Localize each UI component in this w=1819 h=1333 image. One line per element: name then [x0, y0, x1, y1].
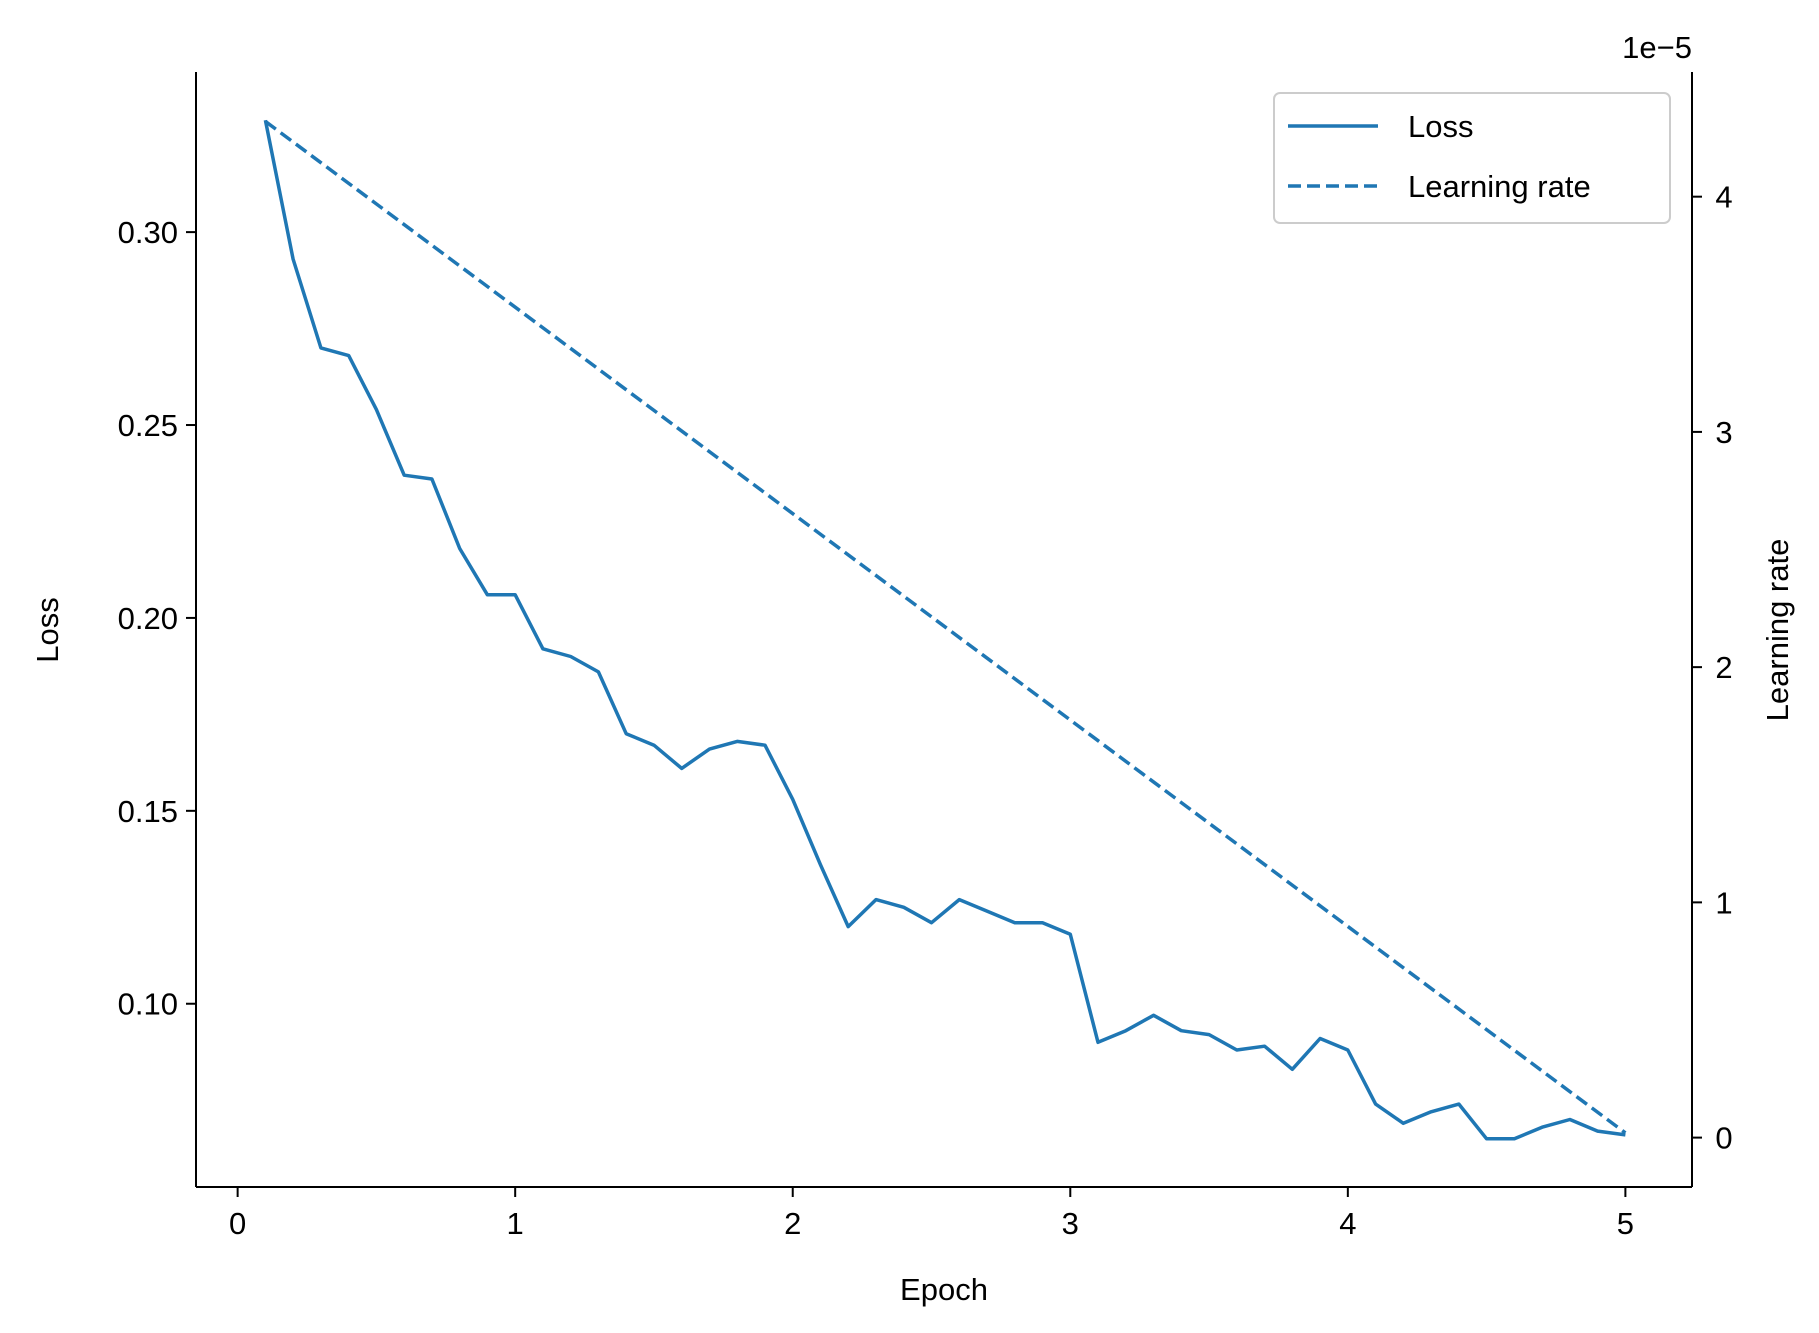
y-tick-label: 0.25: [118, 408, 178, 443]
x-tick-label: 1: [507, 1206, 524, 1241]
y-axis-label: Loss: [30, 597, 65, 662]
y2-axis-label: Learning rate: [1760, 539, 1795, 722]
y-tick-label: 0.10: [118, 987, 178, 1022]
loss-line: [263, 119, 1626, 1141]
y2-tick-label: 0: [1715, 1121, 1732, 1156]
y2-tick-label: 2: [1715, 650, 1732, 685]
x-tick-label: 0: [229, 1206, 246, 1241]
y-tick-label: 0.20: [118, 601, 178, 636]
y2-tick-label: 4: [1715, 180, 1732, 215]
y2-axis-ticks: 0 1 2 3 4: [1692, 180, 1733, 1156]
y2-tick-label: 3: [1715, 415, 1732, 450]
learning-rate-series: [264, 119, 1627, 1135]
y-tick-label: 0.30: [118, 215, 178, 250]
x-tick-label: 5: [1617, 1206, 1634, 1241]
x-tick-label: 2: [784, 1206, 801, 1241]
x-axis-ticks: 0 1 2 3 4 5: [229, 1187, 1634, 1241]
y2-axis-offset-label: 1e−5: [1622, 30, 1692, 65]
x-tick-label: 3: [1062, 1206, 1079, 1241]
legend-label-learning-rate: Learning rate: [1408, 169, 1591, 204]
x-axis-label: Epoch: [900, 1272, 988, 1307]
plot-area: [263, 119, 1627, 1141]
loss-series: [263, 119, 1626, 1141]
learning-rate-line: [264, 119, 1627, 1135]
y-axis-ticks: 0.10 0.15 0.20 0.25 0.30: [118, 215, 196, 1022]
x-tick-label: 4: [1339, 1206, 1356, 1241]
legend-label-loss: Loss: [1408, 109, 1473, 144]
y2-tick-label: 1: [1715, 885, 1732, 920]
legend: Loss Learning rate: [1273, 92, 1671, 224]
y-tick-label: 0.15: [118, 794, 178, 829]
